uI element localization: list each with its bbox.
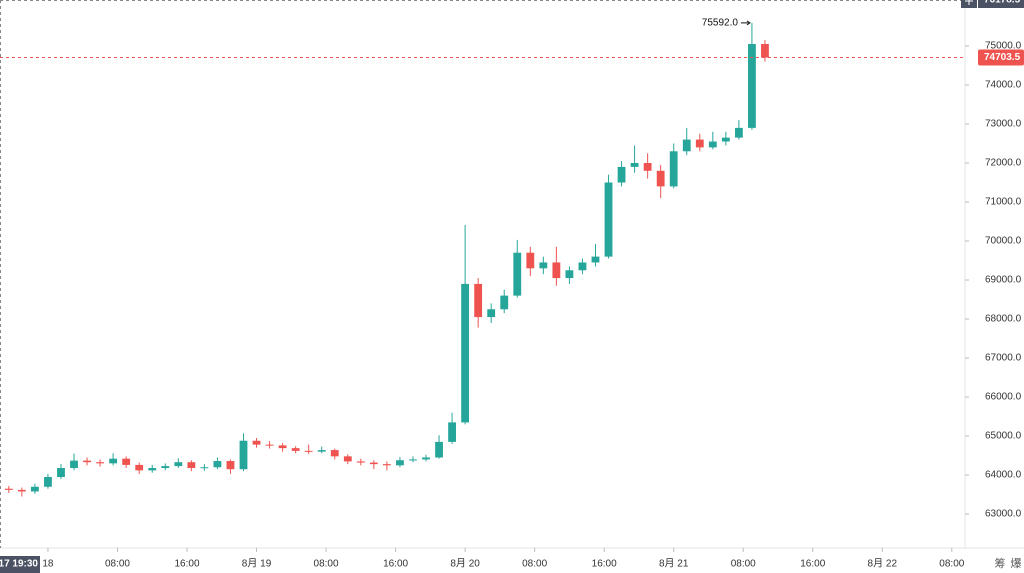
toolbar-button[interactable]: 爆 [1011,556,1022,570]
y-tick-label: 69000.0 [985,275,1022,286]
candle-body [748,44,756,128]
x-tick-label: 16:00 [800,559,825,570]
candle-body [30,486,39,492]
candle-body [226,461,235,470]
candle-body [4,488,13,490]
candle-body [70,460,78,469]
candle-body [617,166,626,183]
candle-body [317,450,326,452]
candle-body [422,457,430,460]
candle-body [187,462,196,469]
x-tick-label: 08:00 [314,559,339,570]
candle-body [109,458,118,464]
candle-body [17,489,26,492]
candle-body [148,468,157,471]
candle-body [656,170,665,187]
high-marker-label: 75592.0 [702,18,739,29]
candle-body [461,283,470,423]
candle-body [500,295,509,310]
candle-body [565,270,574,279]
candle-body [578,262,587,271]
candle-body [643,162,652,171]
x-tick-label: 8月 19 [242,558,272,570]
candle-body [122,458,131,465]
candle-body [174,462,183,467]
y-tick-label: 66000.0 [985,392,1022,403]
candle-body [278,445,287,449]
y-tick-label: 75000.0 [985,41,1022,52]
candle-body [343,456,352,462]
x-tick-label: 08:00 [731,559,756,570]
last-price-label: 74703.5 [984,52,1021,63]
candle-body [44,477,52,487]
candle-body [252,440,261,445]
candle-body [409,459,417,461]
candle-body [734,127,743,138]
x-tick-label: 16:00 [383,559,408,570]
toolbar-button[interactable]: 筹 [995,556,1006,570]
candle-body [265,444,274,446]
candle-body [304,450,313,452]
candle-body [369,462,378,465]
y-tick-label: 63000.0 [985,509,1022,520]
candle-body [213,461,222,468]
candle-body [435,441,443,458]
candle-body [83,460,91,463]
candle-body [630,162,639,167]
y-tick-label: 72000.0 [985,158,1022,169]
y-tick-label: 67000.0 [985,353,1022,364]
candle-body [135,464,144,471]
x-tick-label: 16:00 [174,559,199,570]
crosshair-time-tag [0,556,40,573]
last-price-tag [978,49,1024,66]
y-tick-label: 70000.0 [985,236,1022,247]
candle-body [382,464,391,466]
candle-body [57,468,65,478]
candle-body [761,44,769,58]
candle-body [604,182,613,257]
y-tick-label: 68000.0 [985,314,1022,325]
candle-body [669,151,678,187]
crosshair-time-label: -17 19:30 [0,559,38,570]
candle-body [539,262,548,269]
x-tick-label: 08:00 [105,559,130,570]
candle-body [161,466,170,469]
y-tick-label: 74000.0 [985,80,1022,91]
candle-body [200,467,209,469]
candle-body [239,440,248,470]
candle-body [487,309,496,318]
x-tick-label: 8月 22 [868,558,898,570]
y-tick-label: 73000.0 [985,119,1022,130]
x-tick-label: 08:00 [522,559,547,570]
candle-body [96,462,105,464]
crosshair-price-tag [978,0,1024,8]
candle-body [448,422,456,442]
candle-body [526,252,535,269]
candle-body [474,283,483,318]
high-marker-arrowhead [746,20,751,26]
candle-body [291,448,300,451]
candle-body [330,450,339,457]
candle-body [552,262,561,279]
candle-body [513,252,522,296]
candle-body [682,139,691,152]
x-tick-label: 8月 20 [450,558,480,570]
x-tick-label: 08:00 [939,559,964,570]
candle-body [695,139,704,148]
x-tick-label: 16:00 [592,559,617,570]
candle-body [396,460,404,466]
y-tick-label: 71000.0 [985,197,1022,208]
candle-body [721,137,730,142]
x-tick-label: 8月 21 [659,558,689,570]
y-tick-label: 65000.0 [985,431,1022,442]
candle-body [356,461,365,463]
x-tick-label: 18 [42,559,54,570]
y-tick-label: 64000.0 [985,470,1022,481]
crosshair-price-label: 76178.5 [984,0,1021,6]
candle-body [708,141,717,148]
candle-body [591,256,600,263]
